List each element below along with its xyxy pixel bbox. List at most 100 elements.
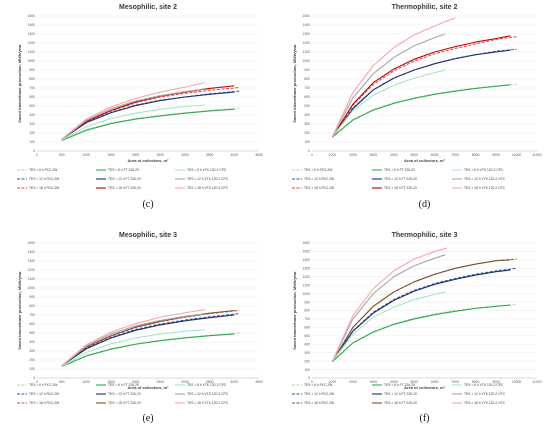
y-tick-label: 0 <box>33 149 35 153</box>
series-line <box>331 17 456 137</box>
y-tick-label: 0 <box>33 376 35 380</box>
chart-title: Mesophilic, site 2 <box>119 4 177 11</box>
y-axis-label: Saved biomethane production, MWh/year <box>17 271 22 350</box>
y-tick-label: 800 <box>29 77 35 81</box>
legend-label: TES = 12 h FT 226-2V <box>108 392 142 396</box>
y-tick-label: 1300 <box>27 32 35 36</box>
series-line <box>61 329 205 368</box>
series-line <box>61 88 205 140</box>
y-tick-label: 900 <box>29 295 35 299</box>
y-tick-label: 300 <box>304 351 310 355</box>
legend-label: TES = 12 h VTK 120-2 CPC <box>187 392 229 396</box>
chart-title: Mesophilic, site 3 <box>119 232 177 239</box>
y-tick-label: 1400 <box>302 258 310 262</box>
y-tick-label: 1400 <box>27 23 35 27</box>
x-tick-label: 3000 <box>370 380 378 384</box>
x-tick-label: 0 <box>36 380 38 384</box>
y-tick-label: 1500 <box>302 250 310 254</box>
x-tick-label: 2000 <box>349 153 357 157</box>
y-tick-label: 500 <box>29 331 35 335</box>
y-tick-label: 200 <box>304 359 310 363</box>
y-tick-label: 1500 <box>302 14 310 18</box>
y-tick-label: 100 <box>304 140 310 144</box>
x-tick-label: 11000 <box>532 153 541 157</box>
x-tick-label: 10000 <box>512 380 522 384</box>
legend-label: TES = 6 h VTK 120-2 CPC <box>187 383 227 387</box>
legend-label: TES = 6 h VTK 120-2 CPC <box>464 168 504 172</box>
series-line <box>61 309 235 367</box>
series-line <box>61 333 235 368</box>
series-line <box>61 87 240 140</box>
legend-label: TES = 12 h FKC-2W <box>29 177 60 181</box>
legend-label: TES = 12 h FT 226-2V <box>384 177 418 181</box>
y-tick-label: 800 <box>304 309 310 313</box>
panel-caption: (f) <box>420 413 430 424</box>
y-tick-label: 700 <box>29 313 35 317</box>
y-tick-label: 1200 <box>27 41 35 45</box>
panel-caption: (c) <box>142 199 153 210</box>
legend-label: TES = 12 h FKC-2W <box>304 392 335 396</box>
x-tick-label: 9000 <box>492 380 500 384</box>
legend-label: TES = 6 h FT 226-2V <box>108 383 140 387</box>
series-line <box>61 313 205 367</box>
x-tick-label: 0 <box>36 153 38 157</box>
chart-title: Thermophilic, site 2 <box>392 4 458 11</box>
x-tick-label: 4000 <box>390 153 398 157</box>
chart-panel: Thermophilic, site 2 0 100 200 300 400 500 600 7… <box>292 4 542 210</box>
legend-label: TES = 12 h FT 226-2V <box>108 177 142 181</box>
y-tick-label: 1100 <box>303 283 310 287</box>
x-tick-label: 9000 <box>492 153 500 157</box>
y-tick-label: 300 <box>304 122 310 126</box>
chart-panel: Thermophilic, site 3 0 100 200 300 400 500 600 7… <box>292 232 542 424</box>
series-line <box>61 309 205 367</box>
y-axis-label: Saved biomethane production, MWh/year <box>17 44 22 123</box>
y-tick-label: 1100 <box>303 50 310 54</box>
y-tick-label: 1500 <box>27 241 35 245</box>
y-tick-label: 900 <box>304 300 310 304</box>
series-line <box>331 254 446 362</box>
x-tick-label: 4000 <box>231 380 239 384</box>
y-tick-label: 800 <box>304 77 310 81</box>
x-tick-label: 500 <box>59 153 65 157</box>
y-tick-label: 100 <box>304 368 310 372</box>
legend-label: TES = 6 h FT 226-2V <box>108 168 140 172</box>
chart-title: Thermophilic, site 3 <box>392 232 458 239</box>
series-line <box>61 85 235 140</box>
x-tick-label: 4500 <box>255 153 263 157</box>
x-tick-label: 3000 <box>181 153 189 157</box>
x-tick-label: 4500 <box>255 380 263 384</box>
x-tick-label: 0 <box>311 153 313 157</box>
legend-label: TES = 12 h FT 226-2V <box>384 392 418 396</box>
series-line <box>332 291 446 362</box>
y-axis-label: Saved biomethane production, MWh/year <box>292 44 297 123</box>
legend-label: TES = 18 h FKC-2W <box>304 186 335 190</box>
series-line <box>332 267 517 362</box>
legend-label: TES = 18 h FKC-2W <box>304 401 335 405</box>
series-line <box>331 269 511 362</box>
y-tick-label: 1000 <box>302 59 310 63</box>
y-tick-label: 1100 <box>28 277 35 281</box>
y-tick-label: 400 <box>29 340 35 344</box>
series-line <box>61 108 235 142</box>
y-axis-label: Saved biomethane production, MWh/year <box>292 271 297 350</box>
y-tick-label: 300 <box>29 122 35 126</box>
y-tick-label: 500 <box>304 334 310 338</box>
y-tick-label: 1400 <box>27 250 35 254</box>
y-tick-label: 200 <box>29 358 35 362</box>
series-line <box>61 82 205 140</box>
x-tick-label: 11000 <box>532 380 541 384</box>
series-line <box>331 247 448 362</box>
y-tick-label: 1000 <box>27 59 35 63</box>
legend-label: TES = 6 h FKC-2W <box>29 383 58 387</box>
legend-label: TES = 18 h VTK 120-2 CPC <box>464 401 506 405</box>
y-tick-label: 0 <box>308 376 310 380</box>
y-tick-label: 900 <box>304 68 310 72</box>
x-tick-label: 1000 <box>329 153 337 157</box>
x-tick-label: 6000 <box>431 153 439 157</box>
y-tick-label: 600 <box>29 95 35 99</box>
legend-label: TES = 6 h VTK 120-2 CPC <box>464 383 504 387</box>
x-tick-label: 8000 <box>472 380 480 384</box>
y-tick-label: 1000 <box>27 286 35 290</box>
y-tick-label: 0 <box>308 149 310 153</box>
